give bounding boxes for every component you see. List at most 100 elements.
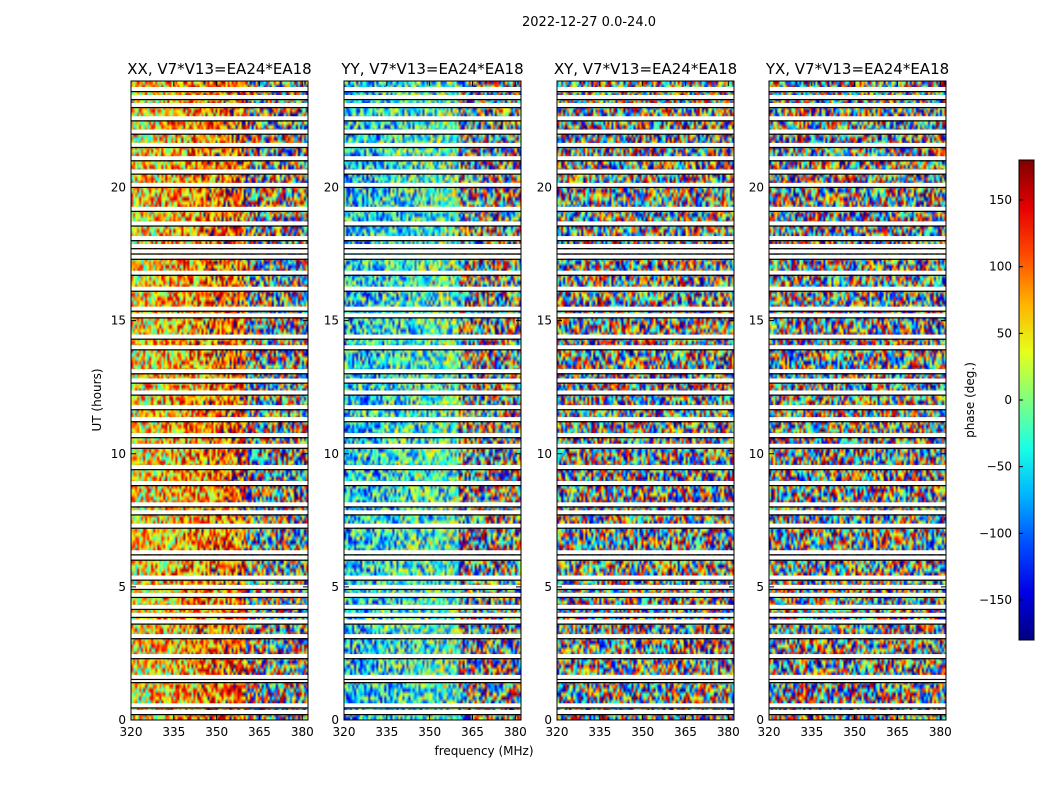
flagged-row — [769, 619, 946, 624]
flagged-row — [344, 417, 521, 422]
flagged-row — [557, 270, 734, 275]
row-gap-line — [131, 106, 308, 109]
flagged-row — [131, 116, 308, 121]
row-gap-line — [557, 623, 734, 625]
x-tick-label: 380 — [291, 725, 314, 739]
flagged-row — [557, 555, 734, 560]
row-gap-line — [344, 579, 521, 581]
row-gap-line — [344, 382, 521, 384]
flagged-row — [769, 345, 946, 350]
flagged-row — [131, 345, 308, 350]
row-gap-line — [131, 588, 308, 591]
y-tick-label: 5 — [331, 580, 339, 594]
row-gap-line — [557, 658, 734, 660]
flagged-row — [769, 417, 946, 422]
row-gap-line — [344, 253, 521, 255]
y-tick-label: 15 — [324, 314, 339, 328]
y-tick-label: 20 — [749, 181, 764, 195]
flagged-row — [557, 378, 734, 383]
flagged-row — [131, 102, 308, 107]
row-gap-line — [557, 638, 734, 640]
colorbar-label: phase (deg.) — [963, 362, 977, 438]
row-gap-line — [131, 98, 308, 101]
row-gap-line — [344, 527, 521, 529]
flagged-row — [557, 313, 734, 318]
row-gap-line — [769, 349, 946, 351]
flagged-row — [131, 584, 308, 589]
row-gap-line — [344, 658, 521, 660]
flagged-row — [131, 465, 308, 470]
x-tick-label: 380 — [929, 725, 952, 739]
row-gap-line — [769, 210, 946, 212]
row-gap-line — [344, 373, 521, 375]
flagged-row — [131, 555, 308, 560]
row-gap-line — [557, 240, 734, 242]
row-gap-line — [131, 409, 308, 411]
row-gap-line — [131, 349, 308, 351]
flagged-row — [557, 584, 734, 589]
x-tick-label: 335 — [162, 725, 185, 739]
flagged-row — [769, 575, 946, 580]
flagged-row — [344, 710, 521, 715]
row-gap-line — [131, 253, 308, 255]
row-gap-line — [769, 248, 946, 250]
flagged-row — [557, 510, 734, 515]
row-gap-line — [557, 106, 734, 109]
row-gap-line — [557, 588, 734, 591]
panel-yx: YX, V7*V13=EA24*EA18 320 335 350 365 380 0 5 10 1… — [749, 60, 952, 739]
flagged-row — [344, 306, 521, 311]
row-gap-line — [344, 469, 521, 471]
row-gap-line — [131, 623, 308, 625]
row-gap-line — [131, 133, 308, 135]
flagged-row — [344, 604, 521, 609]
flagged-row — [131, 502, 308, 507]
row-gap-line — [557, 707, 734, 709]
row-gap-line — [131, 658, 308, 660]
row-gap-line — [131, 290, 308, 292]
row-gap-line — [344, 608, 521, 611]
flagged-row — [131, 390, 308, 395]
flagged-row — [344, 575, 521, 580]
row-gap-line — [344, 133, 521, 135]
row-gap-line — [557, 146, 734, 149]
row-gap-line — [557, 210, 734, 212]
y-axis-label: UT (hours) — [90, 368, 104, 431]
x-tick-label: 350 — [843, 725, 866, 739]
row-gap-line — [131, 382, 308, 384]
x-tick-label: 335 — [375, 725, 398, 739]
flagged-row — [557, 345, 734, 350]
row-gap-line — [557, 338, 734, 340]
flagged-row — [131, 619, 308, 624]
panel-title: YX, V7*V13=EA24*EA18 — [765, 60, 949, 78]
row-gap-line — [344, 506, 521, 508]
row-gap-line — [769, 608, 946, 611]
flagged-row — [557, 102, 734, 107]
flagged-row — [131, 129, 308, 134]
row-gap-line — [557, 133, 734, 135]
row-gap-line — [131, 146, 308, 149]
row-gap-line — [557, 160, 734, 162]
flagged-row — [769, 433, 946, 438]
y-tick-label: 20 — [111, 181, 126, 195]
flagged-row — [131, 612, 308, 617]
flagged-row — [769, 254, 946, 259]
row-gap-line — [557, 608, 734, 611]
row-gap-line — [557, 616, 734, 619]
flagged-row — [344, 270, 521, 275]
flagged-row — [769, 156, 946, 161]
row-gap-line — [131, 447, 308, 449]
flagged-row — [344, 502, 521, 507]
flagged-row — [131, 206, 308, 211]
flagged-row — [557, 604, 734, 609]
y-tick-label: 5 — [118, 580, 126, 594]
flagged-row — [131, 236, 308, 241]
flagged-row — [769, 221, 946, 226]
row-gap-line — [557, 120, 734, 122]
row-gap-line — [769, 317, 946, 319]
row-gap-line — [344, 394, 521, 396]
flagged-row — [557, 306, 734, 311]
row-gap-line — [769, 707, 946, 709]
flagged-row — [769, 523, 946, 528]
row-gap-line — [769, 310, 946, 312]
